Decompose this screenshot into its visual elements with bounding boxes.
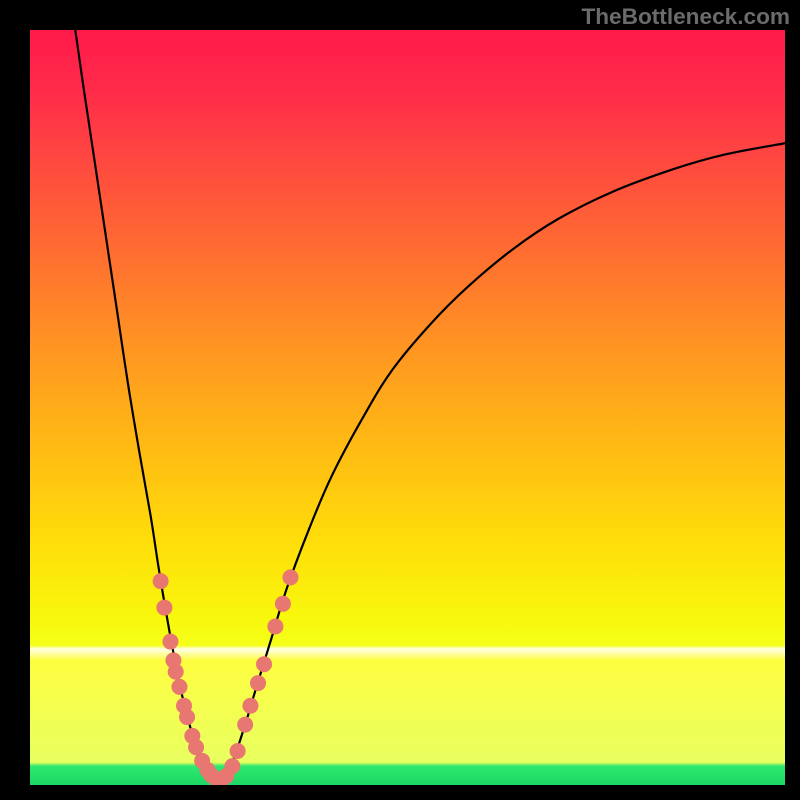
gradient-background [30,30,785,785]
marker-point [230,743,246,759]
marker-point [179,709,195,725]
marker-point [267,618,283,634]
marker-point [242,698,258,714]
marker-point [188,739,204,755]
chart-svg [30,30,785,785]
marker-point [153,573,169,589]
marker-point [237,717,253,733]
chart-container: TheBottleneck.com [0,0,800,800]
marker-point [282,569,298,585]
marker-point [275,596,291,612]
marker-point [168,664,184,680]
marker-point [224,758,240,774]
plot-area [30,30,785,785]
marker-point [156,600,172,616]
watermark-text: TheBottleneck.com [581,4,790,30]
marker-point [256,656,272,672]
marker-point [171,679,187,695]
marker-point [162,634,178,650]
marker-point [250,675,266,691]
